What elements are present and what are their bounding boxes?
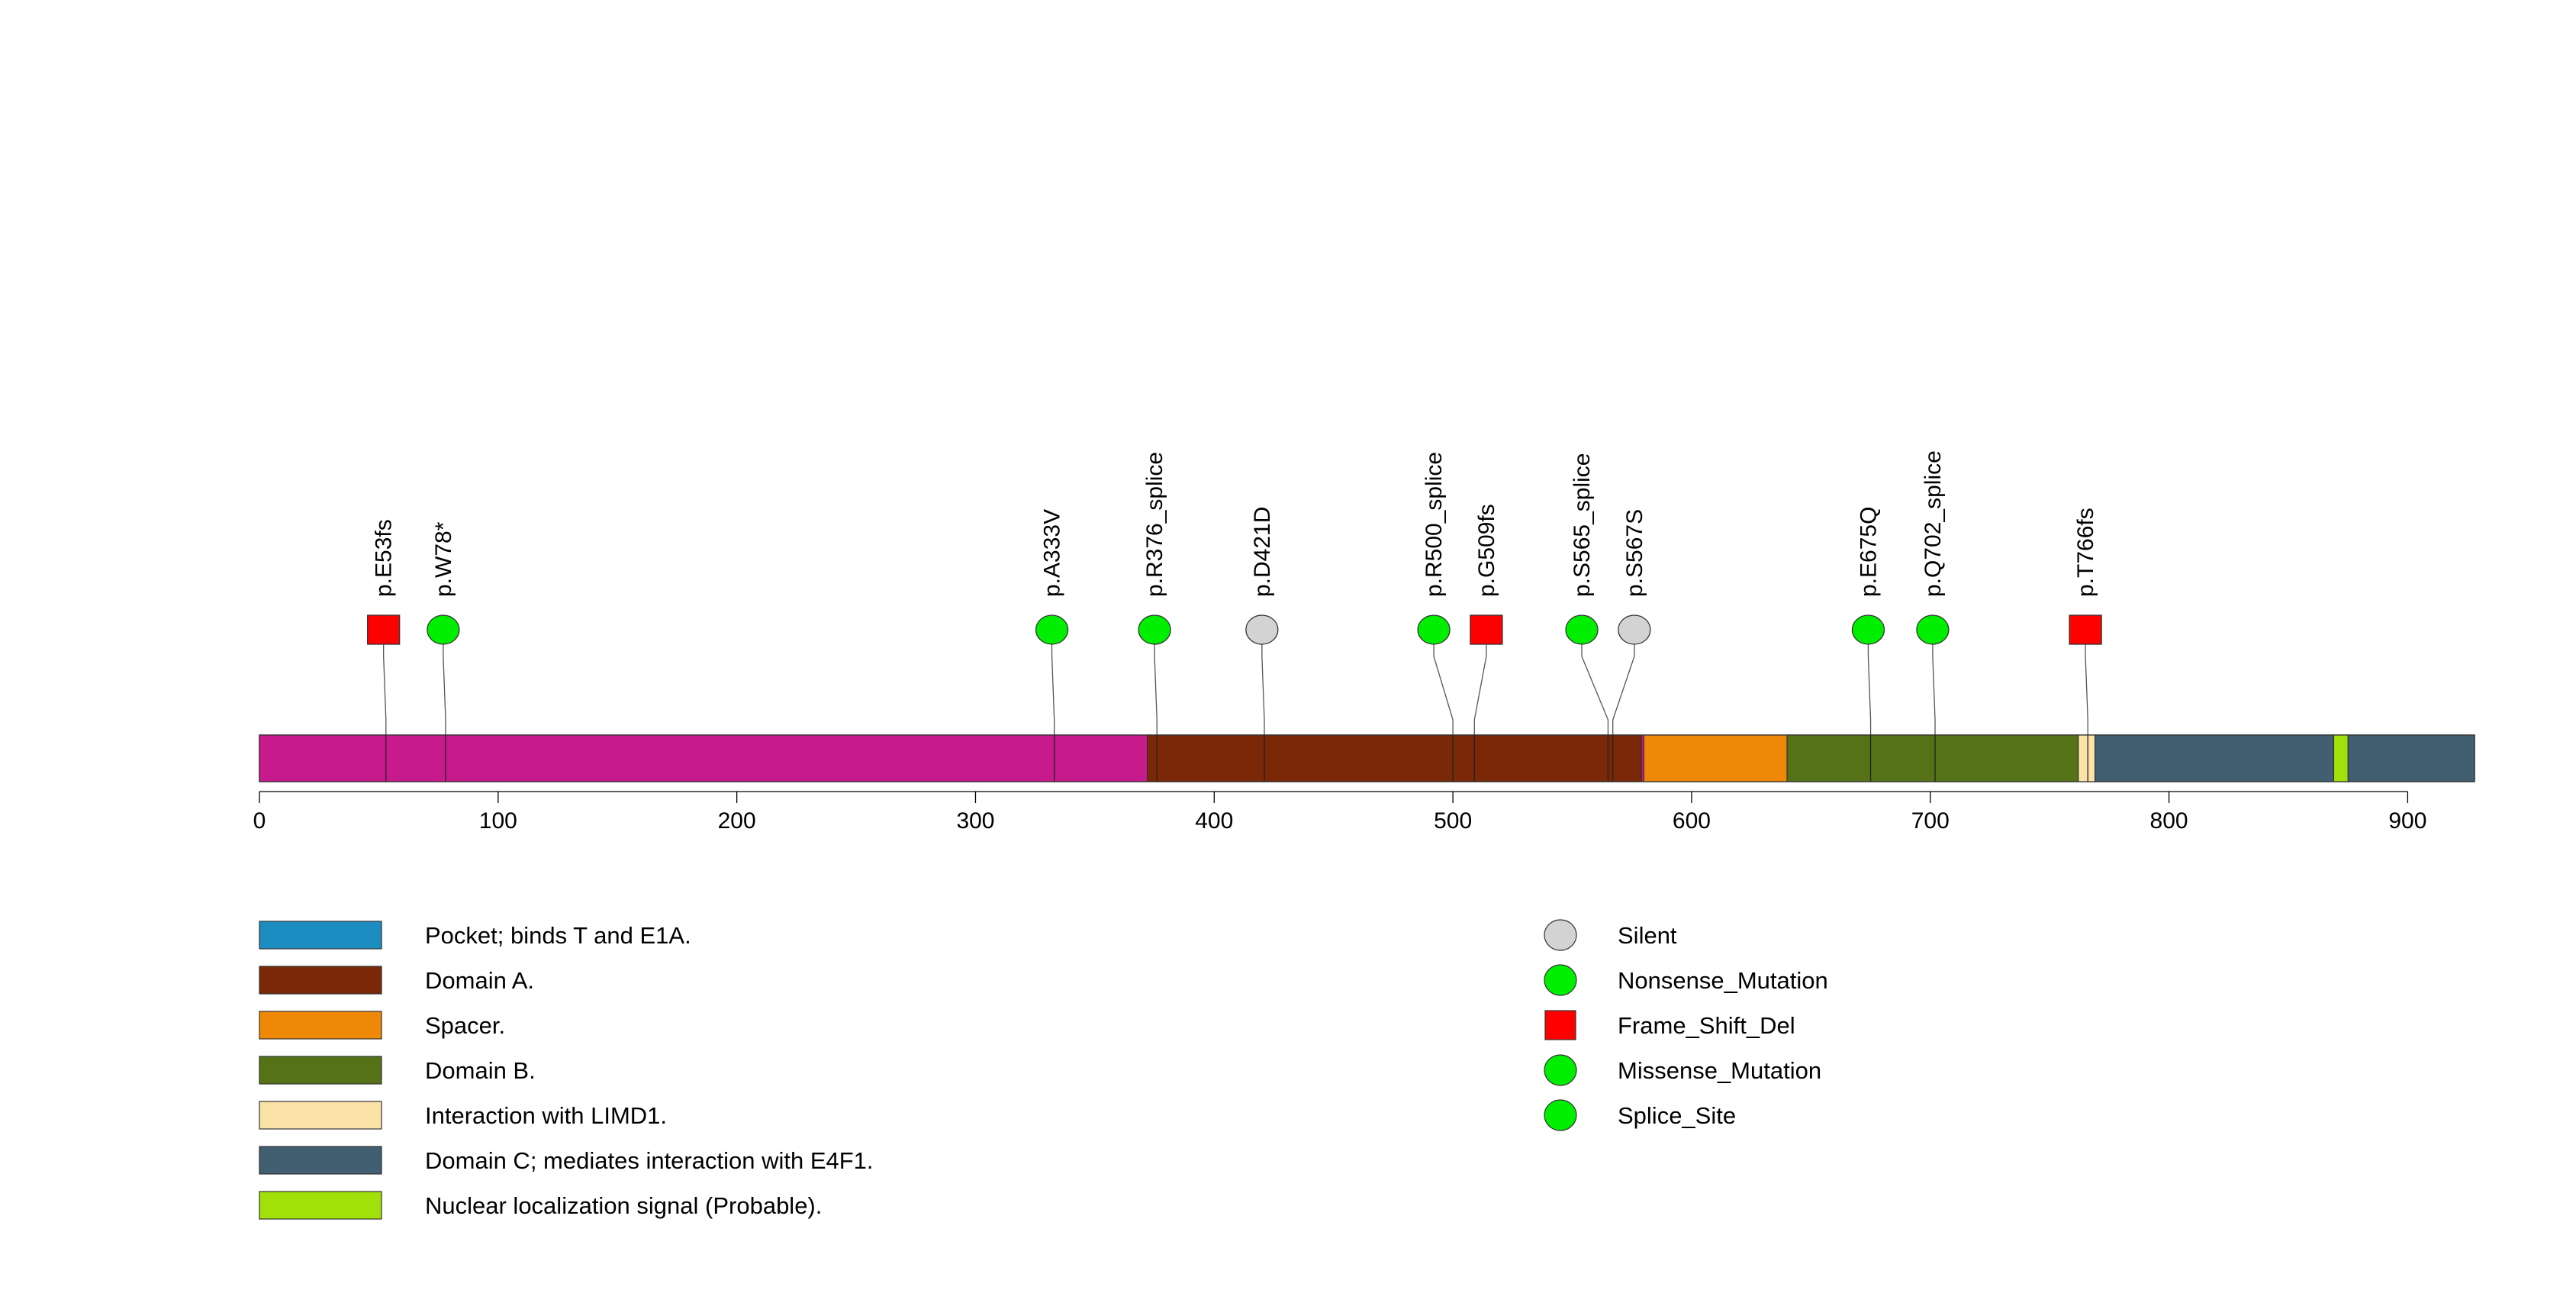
- mutation-label-p-t766fs: p.T766fs: [2073, 508, 2098, 597]
- mutation-markers: [367, 614, 2102, 645]
- mutation-label-p-g509fs: p.G509fs: [1474, 504, 1499, 597]
- region-domain-c-mediates-interaction-with-e4f1: [2095, 734, 2475, 782]
- legend-marker-silent: [1544, 919, 1577, 951]
- mutation-label-p-s565-splice: p.S565_splice: [1570, 453, 1595, 597]
- region-pocket-binds-t-and-e1a: [259, 734, 1148, 782]
- legend-label-nonsense-mutation: Nonsense_Mutation: [1618, 967, 1828, 994]
- stem-p-s565-splice: [1581, 630, 1609, 735]
- legend-swatch-domain-b: [259, 1056, 382, 1085]
- stem-p-e675q: [1867, 630, 1872, 735]
- legend-marker-splice-site: [1544, 1099, 1577, 1131]
- legend-label-domain-c-mediates-interaction-with-e4f1: Domain C; mediates interaction with E4F1…: [425, 1147, 874, 1174]
- legend-marker-frame-shift-del: [1544, 1010, 1576, 1040]
- legend-label-spacer: Spacer.: [425, 1012, 505, 1039]
- x-tick-label-100: 100: [479, 808, 517, 834]
- marker-p-e675q: [1851, 614, 1885, 645]
- marker-p-r376-splice: [1138, 614, 1171, 645]
- legend-marker-missense-mutation: [1544, 1054, 1577, 1086]
- stem-p-t766fs: [2085, 630, 2088, 735]
- x-axis: 0 100 200 300 400 500 600 700 800 900: [253, 791, 2426, 834]
- marker-p-e53fs: [367, 614, 401, 645]
- mutation-label-p-s567s: p.S567S: [1622, 509, 1647, 597]
- marker-p-s567s: [1618, 614, 1651, 645]
- stem-p-g509fs: [1473, 630, 1487, 735]
- legend-swatch-domain-c-mediates-interaction-with-e4f1: [259, 1146, 382, 1175]
- mutation-label-p-a333v: p.A333V: [1040, 509, 1065, 597]
- legend-marker-nonsense-mutation: [1544, 964, 1577, 996]
- legend-swatch-spacer: [259, 1011, 382, 1040]
- legend-label-splice-site: Splice_Site: [1618, 1102, 1736, 1129]
- mutation-label-p-e675q: p.E675Q: [1856, 507, 1881, 597]
- legend-swatch-nuclear-localization-signal-probable: [259, 1191, 382, 1220]
- marker-p-a333v: [1035, 614, 1069, 645]
- stem-p-w78: [443, 630, 446, 735]
- x-tick-label-800: 800: [2150, 808, 2188, 834]
- region-spacer: [1643, 734, 1788, 782]
- marker-p-d421d: [1245, 614, 1279, 645]
- stem-p-a333v: [1051, 630, 1055, 735]
- legend-label-frame-shift-del: Frame_Shift_Del: [1618, 1012, 1795, 1039]
- mutation-type-legend: Silent Nonsense_Mutation Frame_Shift_Del Mi…: [1544, 919, 1828, 1131]
- legend-label-silent: Silent: [1618, 922, 1677, 949]
- stem-p-e53fs: [383, 630, 387, 735]
- stem-p-r500-splice: [1433, 630, 1454, 735]
- x-tick-label-700: 700: [1911, 808, 1950, 834]
- stem-p-r376-splice: [1154, 630, 1158, 735]
- mutation-label-p-q702-splice: p.Q702_splice: [1921, 450, 1946, 597]
- x-tick-label-500: 500: [1434, 808, 1472, 834]
- stem-p-s567s: [1612, 630, 1635, 735]
- legend-label-domain-a: Domain A.: [425, 967, 534, 994]
- legend-swatch-interaction-with-limd1: [259, 1101, 382, 1130]
- mutation-labels: p.E53fs p.W78* p.A333V p.R376_splice p.D421D…: [372, 450, 2098, 597]
- mutation-label-p-r500-splice: p.R500_splice: [1422, 452, 1447, 597]
- region-domain-b: [1786, 734, 2079, 782]
- mutation-stems: [383, 630, 2088, 735]
- x-tick-label-300: 300: [956, 808, 994, 834]
- marker-p-w78: [427, 614, 460, 645]
- region-nuclear-localization-signal-probable: [2333, 734, 2349, 782]
- mutation-label-p-r376-splice: p.R376_splice: [1142, 452, 1167, 597]
- mutation-joint-lines: [385, 735, 2088, 782]
- region-interaction-with-limd1: [2078, 734, 2096, 782]
- x-tick-label-0: 0: [253, 808, 266, 834]
- domain-legend: Pocket; binds T and E1A. Domain A. Spacer.…: [259, 921, 874, 1220]
- x-tick-label-200: 200: [718, 808, 756, 834]
- stem-p-q702-splice: [1932, 630, 1936, 735]
- marker-p-r500-splice: [1417, 614, 1451, 645]
- legend-swatch-domain-a: [259, 966, 382, 995]
- x-tick-label-900: 900: [2388, 808, 2426, 834]
- marker-p-q702-splice: [1916, 614, 1950, 645]
- legend-label-nuclear-localization-signal-probable: Nuclear localization signal (Probable).: [425, 1192, 822, 1219]
- mutation-label-p-d421d: p.D421D: [1250, 507, 1275, 597]
- mutation-label-p-w78: p.W78*: [431, 521, 456, 597]
- mutation-label-p-e53fs: p.E53fs: [372, 519, 397, 597]
- marker-p-s565-splice: [1565, 614, 1599, 645]
- marker-p-t766fs: [2069, 614, 2102, 645]
- x-tick-label-600: 600: [1673, 808, 1711, 834]
- legend-label-missense-mutation: Missense_Mutation: [1618, 1057, 1821, 1084]
- x-tick-label-400: 400: [1195, 808, 1233, 834]
- marker-p-g509fs: [1470, 614, 1503, 645]
- stem-p-d421d: [1261, 630, 1265, 735]
- protein-domain-track: [259, 734, 2475, 782]
- legend-label-pocket-binds-t-and-e1a: Pocket; binds T and E1A.: [425, 922, 691, 949]
- legend-label-interaction-with-limd1: Interaction with LIMD1.: [425, 1102, 667, 1129]
- legend-swatch-pocket-binds-t-and-e1a: [259, 921, 382, 950]
- region-domain-a: [1147, 734, 1642, 782]
- legend-label-domain-b: Domain B.: [425, 1057, 536, 1084]
